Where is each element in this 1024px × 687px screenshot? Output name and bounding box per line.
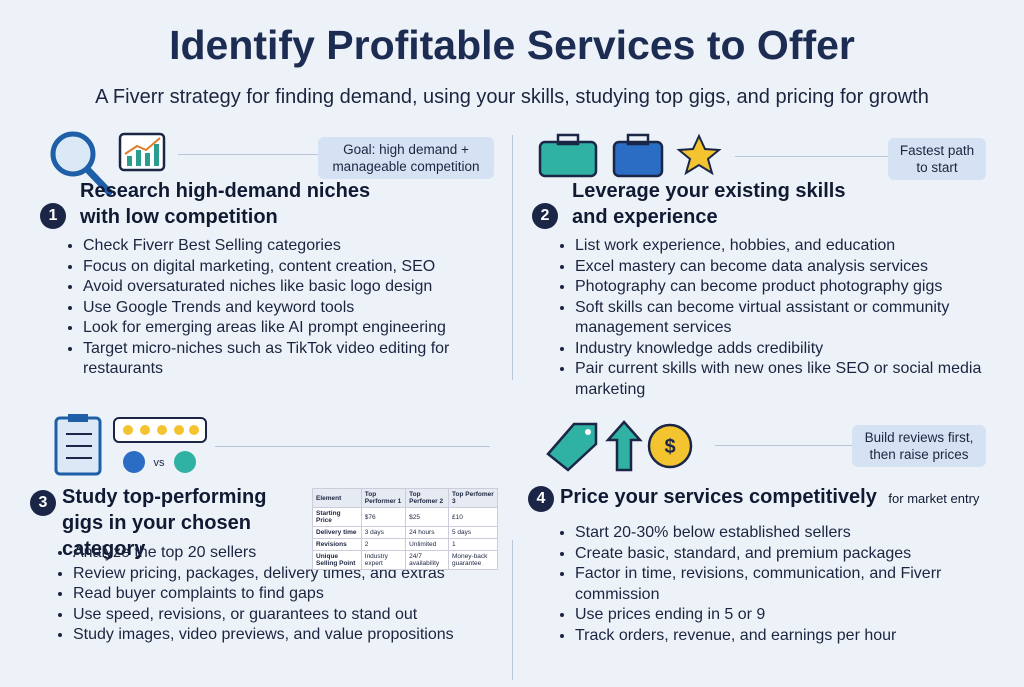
bullet: Focus on digital marketing, content crea… <box>83 257 533 278</box>
table-cell: 24/7 availability <box>405 550 450 570</box>
table-cell: Unlimited <box>405 538 450 551</box>
bullet: Use Google Trends and keyword tools <box>83 298 533 319</box>
section-title-text: Study top-performing gigs in your chosen… <box>62 486 267 560</box>
section-number: 3 <box>30 490 56 516</box>
bullet: Start 20-30% below established sellers <box>575 523 1015 544</box>
section-title: Leverage your existing skills and experi… <box>572 178 872 230</box>
bullet: Factor in time, revisions, communication… <box>575 564 1015 605</box>
table-cell: 24 hours <box>405 526 450 539</box>
divider <box>512 135 513 380</box>
bullet: Photography can become product photograp… <box>575 277 1015 298</box>
table-row: Starting Price $76 $25 £10 <box>312 507 498 527</box>
section-title: Study top-performing gigs in your chosen… <box>62 484 312 562</box>
table-cell: $76 <box>360 507 407 527</box>
bullet: Create basic, standard, and premium pack… <box>575 544 1015 565</box>
table-header: Element Top Performer 1 Top Perfomer 2 Top … <box>312 488 498 508</box>
comparison-table: Element Top Performer 1 Top Perfomer 2 Top … <box>312 488 498 570</box>
table-cell: 1 <box>448 538 498 551</box>
table-cell: Unique Selling Point <box>312 550 362 570</box>
bullet: Soft skills can become virtual assistant… <box>575 298 1015 339</box>
bullet: Excel mastery can become data analysis s… <box>575 257 1015 278</box>
bullet: Analyze the top 20 sellers <box>73 543 523 564</box>
section-title-text: Price your services competitively <box>560 486 877 508</box>
bullet: Target micro-niches such as TikTok video… <box>83 339 533 380</box>
bullet: Check Fiverr Best Selling categories <box>83 236 533 257</box>
section-title-text: Research high-demand niches with low com… <box>80 180 371 228</box>
section-number: 4 <box>528 486 554 512</box>
icons-skills <box>538 133 722 178</box>
section-number: 1 <box>40 203 66 229</box>
table-header-cell: Top Performer 1 <box>360 488 407 508</box>
table-cell: $25 <box>405 507 450 527</box>
section-title: Price your services competitively for ma… <box>560 484 1020 512</box>
table-cell: Starting Price <box>312 507 362 527</box>
divider <box>735 156 888 157</box>
section-title: Research high-demand niches with low com… <box>80 178 410 230</box>
table-row: Revisions 2 Unlimited 1 <box>312 538 498 551</box>
table-row: Delivery time 3 days 24 hours 5 days <box>312 526 498 539</box>
title-suffix: for market entry <box>888 491 980 506</box>
section-number: 2 <box>532 203 558 229</box>
note: Goal: high demand + manageable competiti… <box>318 137 494 179</box>
bullet-list: List work experience, hobbies, and educa… <box>557 236 1015 400</box>
bullet: Avoid oversaturated niches like basic lo… <box>83 277 533 298</box>
bullet: Read buyer complaints to find gaps <box>73 584 523 605</box>
divider <box>215 446 490 447</box>
section-title-text: Leverage your existing skills and experi… <box>572 180 846 228</box>
svg-text:$: $ <box>664 436 675 458</box>
divider <box>512 540 513 680</box>
bullet: Industry knowledge adds credibility <box>575 339 1015 360</box>
icons-research <box>50 131 166 196</box>
note: Build reviews first, then raise prices <box>852 425 986 467</box>
subtitle: A Fiverr strategy for finding demand, us… <box>95 86 929 108</box>
bullet: Study images, video previews, and value … <box>73 625 523 646</box>
table-header-cell: Top Perfomer 2 <box>405 488 450 508</box>
table-cell: Money-back guarantee <box>448 550 498 570</box>
table-cell: 5 days <box>448 526 498 539</box>
bullet: Use prices ending in 5 or 9 <box>575 605 1015 626</box>
table-cell: Revisions <box>312 538 362 551</box>
table-cell: Delivery time <box>312 526 362 539</box>
table-header-cell: Top Perfomer 3 <box>448 488 498 508</box>
table-cell: 2 <box>360 538 407 551</box>
bullet: Pair current skills with new ones like S… <box>575 359 1015 400</box>
icons-price: $ <box>546 420 693 472</box>
table-cell: Industry expert <box>360 550 407 570</box>
bullet: Use speed, revisions, or guarantees to s… <box>73 605 523 626</box>
svg-text:vs: vs <box>154 457 166 469</box>
table-cell: £10 <box>448 507 498 527</box>
table-row: Unique Selling Point Industry expert 24/7 … <box>312 550 498 570</box>
bullet-list: Start 20-30% below established sellersCr… <box>557 523 1015 646</box>
bullet: Look for emerging areas like AI prompt e… <box>83 318 533 339</box>
bullet-list: Analyze the top 20 sellersReview pricing… <box>55 543 523 646</box>
note: Fastest path to start <box>888 138 986 180</box>
title: Identify Profitable Services to Offer <box>169 22 855 68</box>
divider <box>715 445 852 446</box>
table-header-cell: Element <box>312 488 362 508</box>
table-cell: 3 days <box>360 526 407 539</box>
divider <box>178 154 318 155</box>
bullet: List work experience, hobbies, and educa… <box>575 236 1015 257</box>
icons-study: vs <box>54 414 207 476</box>
bullet-list: Check Fiverr Best Selling categoriesFocu… <box>65 236 533 380</box>
bullet: Track orders, revenue, and earnings per … <box>575 626 1015 647</box>
